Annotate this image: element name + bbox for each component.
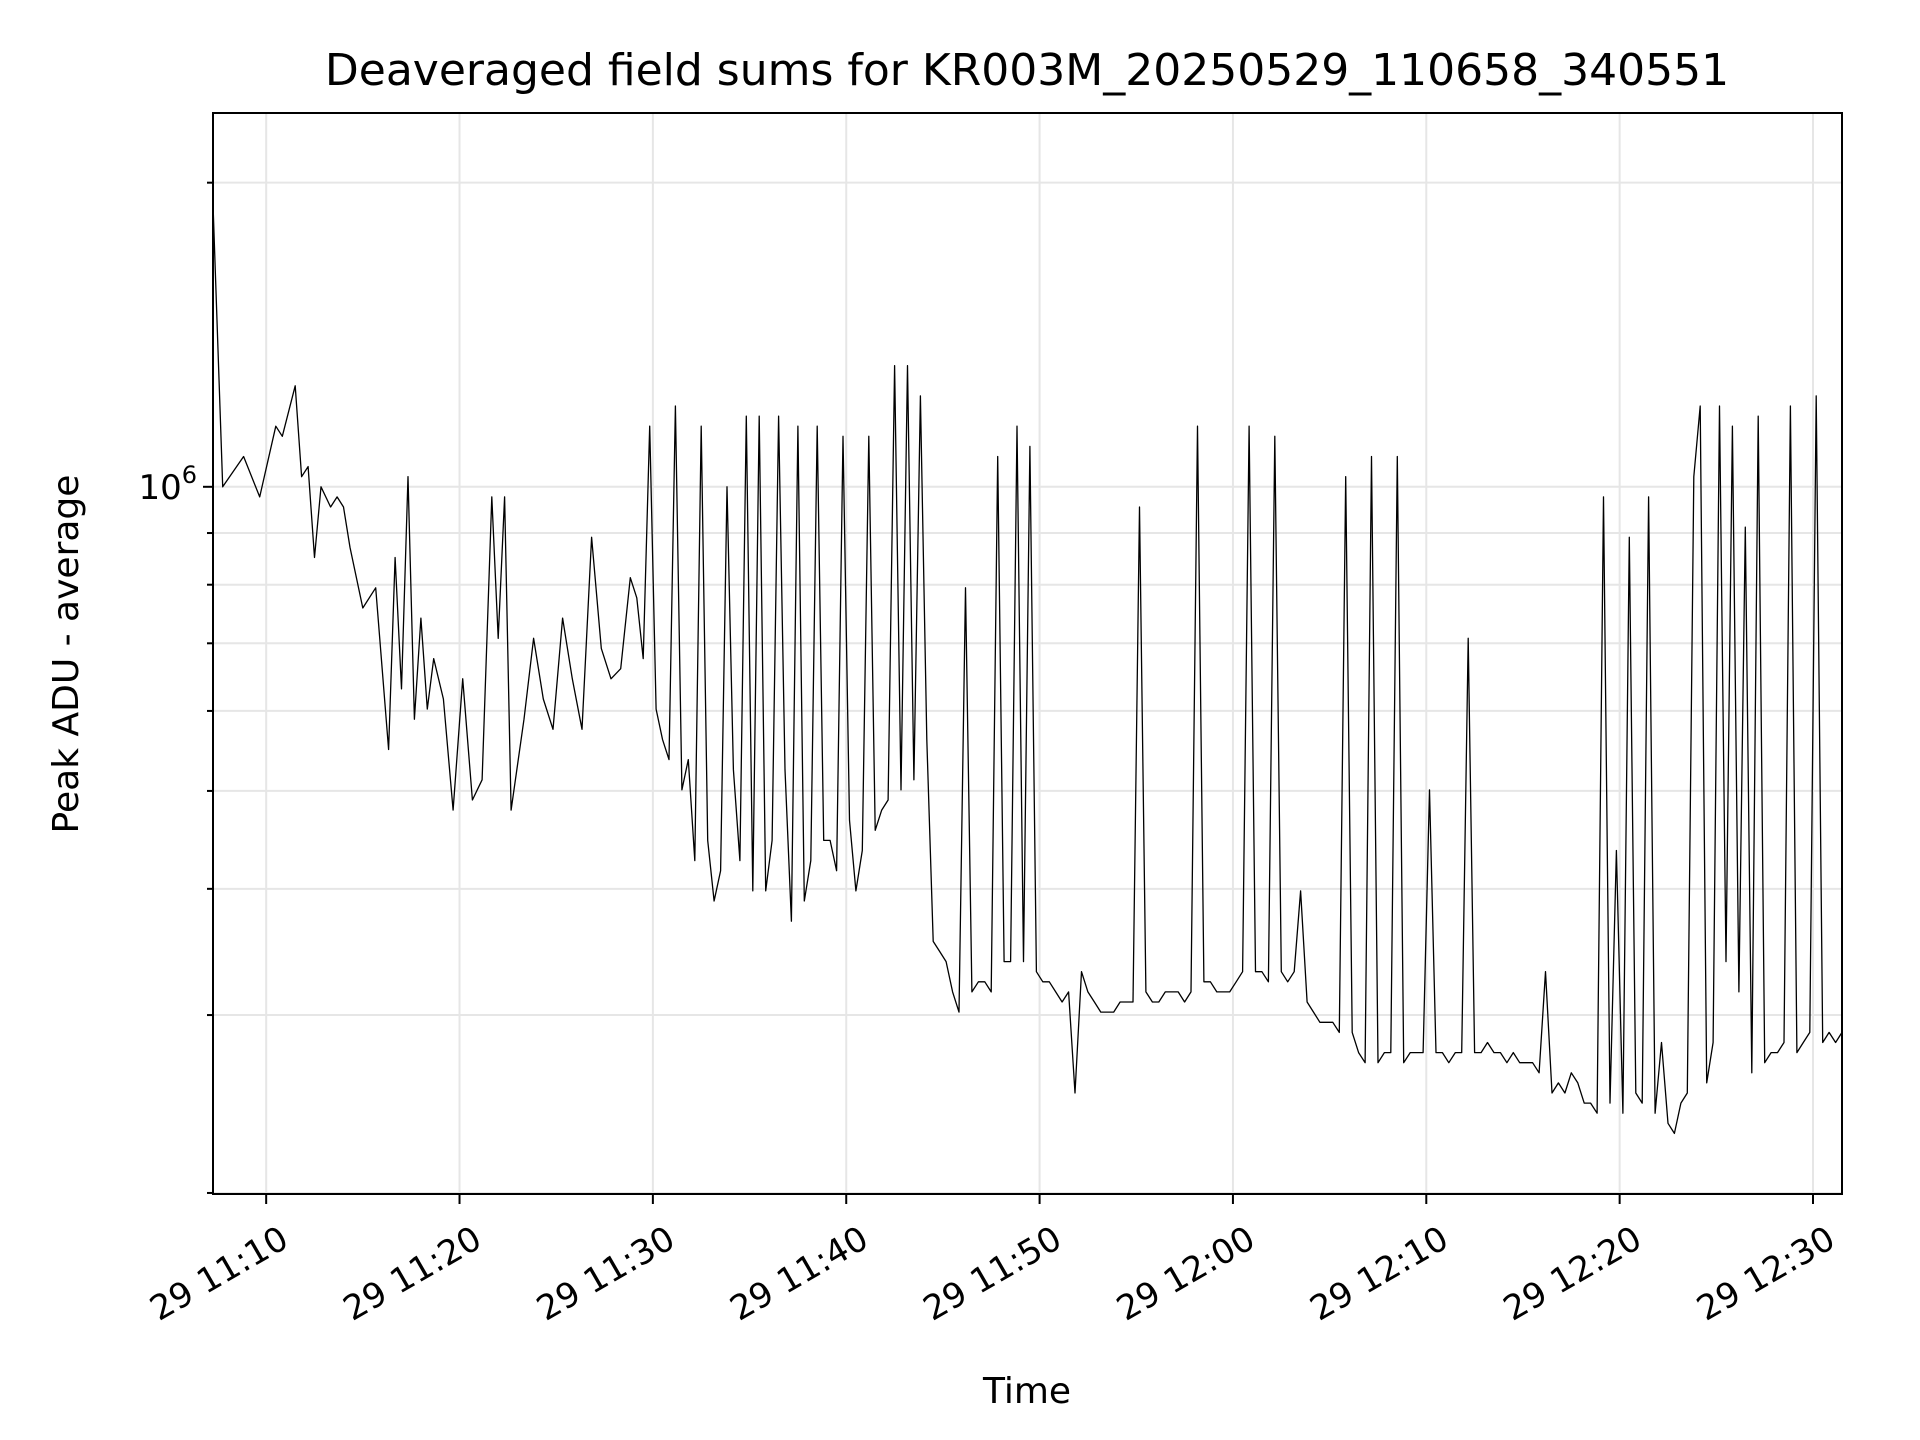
plot-frame xyxy=(212,112,1843,1195)
chart-title: Deaveraged field sums for KR003M_2025052… xyxy=(325,45,1729,96)
grid xyxy=(213,113,1842,1194)
series-line xyxy=(212,203,1843,1135)
y-axis-label: Peak ADU - average xyxy=(46,475,87,834)
series-layer xyxy=(212,203,1843,1135)
x-axis-label: Time xyxy=(982,1371,1071,1412)
